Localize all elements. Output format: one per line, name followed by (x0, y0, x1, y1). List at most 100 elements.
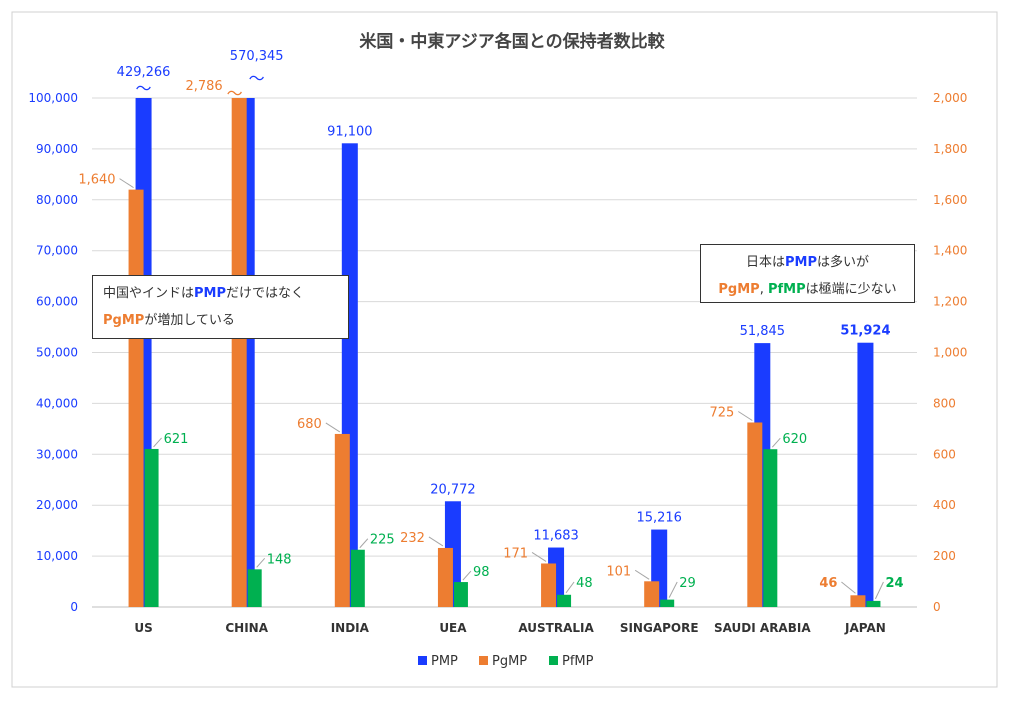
bar-pfmp (866, 600, 881, 607)
right-axis-tick: 1,400 (933, 244, 967, 258)
bar-pfmp (350, 549, 365, 607)
annotation-text: , (759, 282, 768, 297)
break-mark: 〜 (227, 84, 243, 103)
bar-pfmp (763, 449, 778, 607)
right-axis-tick: 800 (933, 396, 956, 410)
annotation-line: 日本はPMPは多いが (711, 249, 904, 276)
bar-pfmp (247, 569, 262, 607)
annotation-text: PgMP (718, 282, 760, 297)
category-label: SINGAPORE (620, 621, 699, 635)
right-axis-tick: 1,800 (933, 142, 967, 156)
bar-pgmp (231, 98, 247, 607)
right-axis-tick: 1,200 (933, 295, 967, 309)
leader-line (565, 581, 575, 594)
bar-pgmp (644, 581, 660, 607)
bar-pfmp (144, 448, 159, 607)
data-label-pfmp: 621 (164, 432, 189, 447)
chart-border (11, 11, 998, 688)
data-label-pgmp: 171 (503, 546, 528, 561)
right-axis-tick: 1,600 (933, 193, 967, 207)
legend-label-pgmp: PgMP (492, 654, 527, 669)
data-label-pmp: 91,100 (327, 124, 373, 139)
bar-pfmp (660, 599, 675, 607)
left-axis-tick: 20,000 (36, 498, 78, 512)
annotation-text: PgMP (103, 313, 145, 328)
leader-line (668, 581, 678, 598)
left-axis-tick: 50,000 (36, 346, 78, 360)
annotation-text: PMP (785, 255, 817, 270)
legend-label-pfmp: PfMP (562, 654, 594, 669)
leader-line (428, 536, 444, 547)
leader-line (841, 581, 856, 594)
data-label-pgmp: 101 (606, 564, 631, 579)
break-mark: 〜 (136, 79, 152, 98)
legend-swatch-pgmp (479, 656, 488, 665)
data-label-pfmp: 620 (782, 432, 807, 447)
annotation-text: 中国やインドは (103, 286, 195, 301)
bar-pmp (857, 342, 874, 607)
annotation-china-india: 中国やインドはPMPだけではなく PgMPが増加している (92, 275, 349, 339)
annotation-line: PgMPが増加している (103, 307, 338, 334)
break-mark: 〜 (249, 69, 265, 88)
data-label-pfmp: 148 (267, 552, 292, 567)
data-label-pfmp: 98 (473, 565, 490, 580)
leader-line (153, 437, 162, 448)
bar-pfmp (557, 594, 572, 607)
bar-pgmp (747, 422, 763, 607)
left-axis-tick: 90,000 (36, 142, 78, 156)
chart-title: 米国・中東アジア各国との保持者数比較 (359, 31, 665, 52)
left-axis-tick: 60,000 (36, 295, 78, 309)
data-label-pgmp: 232 (400, 531, 425, 546)
legend-label-pmp: PMP (431, 654, 458, 669)
category-label: UEA (439, 621, 467, 635)
leader-line (531, 552, 547, 562)
data-label-pmp: 570,345 (230, 49, 284, 64)
bar-pgmp (850, 595, 866, 607)
data-label-pfmp: 225 (370, 533, 395, 548)
left-axis-tick: 70,000 (36, 244, 78, 258)
category-label: AUSTRALIA (518, 621, 594, 635)
category-label: US (134, 621, 152, 635)
right-axis-tick: 600 (933, 447, 956, 461)
bar-pgmp (128, 189, 144, 607)
annotation-text: PfMP (767, 282, 806, 297)
data-label-pmp: 51,924 (840, 324, 890, 339)
category-label: SAUDI ARABIA (714, 621, 811, 635)
right-axis-tick: 0 (933, 600, 941, 614)
data-label-pgmp: 1,640 (78, 173, 115, 188)
left-axis-tick: 10,000 (36, 549, 78, 563)
data-label-pmp: 20,772 (430, 482, 476, 497)
data-label-pgmp: 680 (297, 417, 322, 432)
data-label-pgmp: 46 (819, 576, 837, 591)
category-label: INDIA (331, 621, 370, 635)
bar-pfmp (453, 582, 468, 607)
legend-swatch-pmp (418, 656, 427, 665)
data-label-pfmp: 24 (885, 576, 903, 591)
data-label-pmp: 51,845 (740, 324, 786, 339)
leader-line (325, 422, 341, 433)
annotation-line: 中国やインドはPMPだけではなく (103, 280, 338, 307)
annotation-japan: 日本はPMPは多いが PgMP, PfMPは極端に少ない (700, 244, 915, 303)
leader-line (119, 178, 134, 189)
bar-pgmp (437, 547, 453, 607)
right-axis-tick: 200 (933, 549, 956, 563)
data-label-pgmp: 2,786 (185, 79, 222, 94)
leader-line (256, 558, 266, 568)
annotation-text: PMP (194, 286, 227, 301)
leader-line (738, 411, 753, 421)
bar-pgmp (334, 433, 350, 607)
legend-swatch-pfmp (549, 656, 558, 665)
annotation-line: PgMP, PfMPは極端に少ない (711, 276, 904, 303)
leader-line (634, 569, 650, 580)
data-label-pmp: 429,266 (117, 65, 171, 80)
annotation-text: は多いが (817, 255, 870, 270)
annotation-text: だけではなく (226, 286, 305, 301)
category-label: CHINA (225, 621, 268, 635)
left-axis-tick: 80,000 (36, 193, 78, 207)
right-axis-tick: 2,000 (933, 91, 967, 105)
right-axis-tick: 1,000 (933, 346, 967, 360)
data-label-pmp: 15,216 (636, 511, 682, 526)
leader-line (359, 538, 369, 549)
